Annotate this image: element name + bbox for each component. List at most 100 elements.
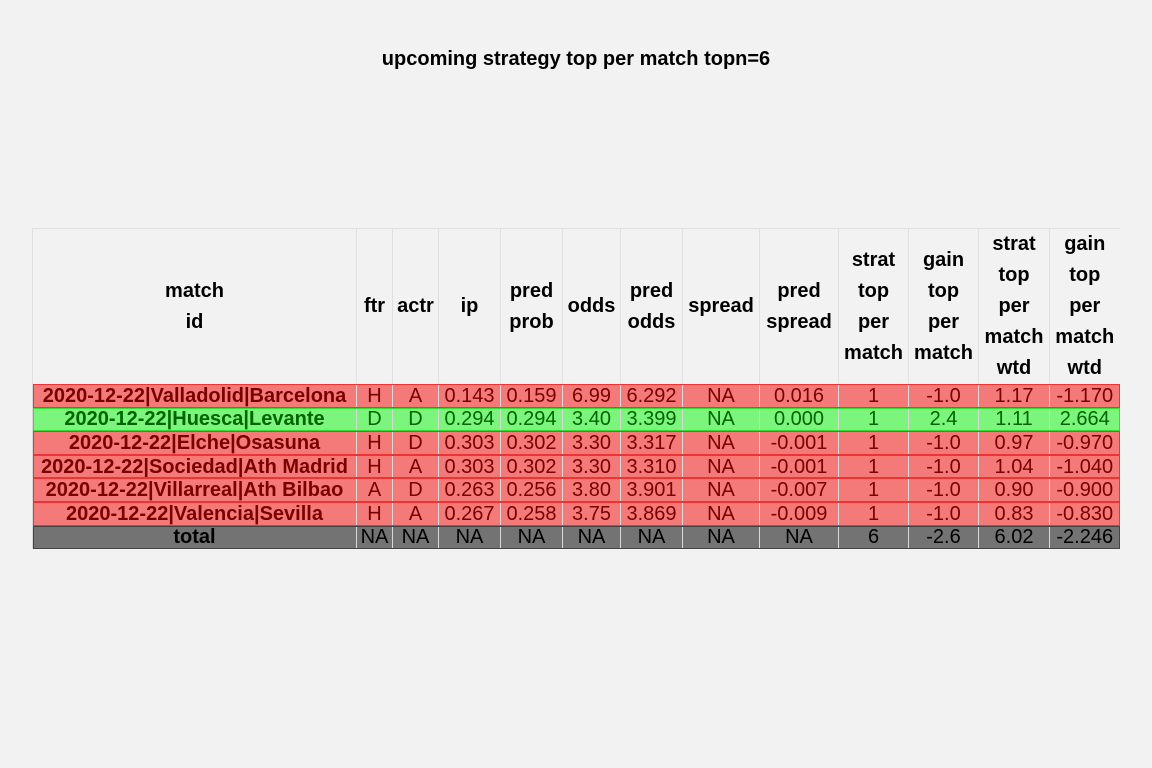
table-cell: 0.294: [500, 407, 563, 432]
table-row: 2020-12-22|Villarreal|Ath Bilbao A D 0.263 0…: [32, 478, 1120, 502]
table-cell: 3.30: [562, 431, 621, 455]
column-header-word: match: [844, 341, 903, 364]
table-cell: -1.0: [908, 454, 979, 479]
table-cell: -0.001: [759, 454, 839, 479]
table-cell: -2.6: [908, 525, 979, 550]
table-cell: -0.009: [759, 501, 839, 526]
table-cell: 0.302: [500, 454, 563, 479]
table-row: 2020-12-22|Elche|Osasuna H D 0.303 0.302 3.30…: [32, 431, 1120, 455]
table-cell: 3.30: [562, 454, 621, 479]
column-header-word: strat: [851, 248, 896, 271]
column-header: actr: [392, 228, 439, 384]
column-header-word: match: [1055, 326, 1115, 348]
column-header: ftr: [356, 228, 393, 384]
column-header: strat top per match: [838, 228, 909, 384]
table-cell: NA: [682, 501, 760, 526]
table-cell: D: [392, 478, 439, 502]
table-row: 2020-12-22|Valencia|Sevilla H A 0.267 0.258 3…: [32, 501, 1120, 526]
table-cell: A: [392, 501, 439, 526]
table-cell: 1: [838, 454, 909, 479]
column-header-word: id: [185, 310, 204, 333]
table-cell: 0.263: [438, 478, 501, 502]
table-cell: -0.970: [1049, 431, 1120, 455]
table-cell: -0.830: [1049, 501, 1120, 526]
table-cell: H: [356, 501, 393, 526]
table-cell: H: [356, 431, 393, 455]
match-id-cell: 2020-12-22|Valladolid|Barcelona: [32, 384, 357, 408]
table-cell: 0.294: [438, 407, 501, 432]
column-header: strat top per match wtd: [978, 228, 1050, 384]
column-header-word: prob: [509, 310, 554, 333]
header-row: match id ftr actr ip pred prob odds pred odds spre…: [32, 228, 1120, 384]
table-cell: -2.246: [1049, 525, 1120, 550]
table-cell: 3.75: [562, 501, 621, 526]
column-header-word: top: [998, 264, 1030, 286]
table-cell: 3.901: [620, 478, 683, 502]
column-header-word: pred: [629, 279, 674, 302]
table-cell: 0.159: [500, 384, 563, 408]
table-cell: 0.000: [759, 407, 839, 432]
table-cell: D: [392, 431, 439, 455]
table-row: 2020-12-22|Sociedad|Ath Madrid H A 0.303 0.3…: [32, 454, 1120, 479]
table-row: 2020-12-22|Valladolid|Barcelona H A 0.143 0.…: [32, 384, 1120, 408]
table-cell: NA: [759, 525, 839, 550]
table-cell: 0.97: [978, 431, 1050, 455]
table-cell: NA: [500, 525, 563, 550]
table-cell: -0.007: [759, 478, 839, 502]
column-header-word: actr: [397, 295, 434, 317]
table-cell: NA: [682, 478, 760, 502]
column-header: gain top per match: [908, 228, 979, 384]
table-cell: NA: [620, 525, 683, 550]
table-cell: 3.317: [620, 431, 683, 455]
table-cell: 0.303: [438, 454, 501, 479]
results-table: match id ftr actr ip pred prob odds pred odds spre…: [32, 228, 1120, 550]
column-header: gain top per match wtd: [1049, 228, 1120, 384]
table-cell: 1: [838, 384, 909, 408]
table-cell: -1.170: [1049, 384, 1120, 408]
table-cell: 2.4: [908, 407, 979, 432]
column-header-word: match: [984, 326, 1044, 348]
column-header-word: ftr: [363, 295, 386, 317]
table-cell: NA: [438, 525, 501, 550]
table-cell: 1.17: [978, 384, 1050, 408]
table-cell: 0.267: [438, 501, 501, 526]
table-cell: NA: [682, 431, 760, 455]
table-cell: -1.040: [1049, 454, 1120, 479]
table-cell: 1: [838, 478, 909, 502]
match-id-cell: 2020-12-22|Valencia|Sevilla: [32, 501, 357, 526]
table-cell: 0.258: [500, 501, 563, 526]
table-cell: 6: [838, 525, 909, 550]
column-header-word: per: [1069, 295, 1101, 317]
column-header-word: gain: [1064, 233, 1106, 255]
table-cell: NA: [682, 407, 760, 432]
column-header-word: odds: [627, 310, 676, 333]
column-header-word: top: [927, 279, 960, 302]
column-header-word: spread: [688, 295, 754, 317]
column-header-word: odds: [567, 295, 616, 317]
table-cell: H: [356, 454, 393, 479]
table-cell: A: [356, 478, 393, 502]
table-row: 2020-12-22|Huesca|Levante D D 0.294 0.294 3.4…: [32, 407, 1120, 432]
table-cell: 0.016: [759, 384, 839, 408]
column-header: match id: [32, 228, 357, 384]
column-header: spread: [682, 228, 760, 384]
table-cell: 6.292: [620, 384, 683, 408]
table-cell: -0.900: [1049, 478, 1120, 502]
table-cell: NA: [682, 525, 760, 550]
match-id-cell: 2020-12-22|Sociedad|Ath Madrid: [32, 454, 357, 479]
table-cell: NA: [356, 525, 393, 550]
column-header: pred odds: [620, 228, 683, 384]
table-cell: 0.256: [500, 478, 563, 502]
table-cell: 1.04: [978, 454, 1050, 479]
column-header-word: top: [1069, 264, 1101, 286]
table-cell: A: [392, 454, 439, 479]
column-header-word: wtd: [1067, 357, 1102, 379]
column-header-word: wtd: [996, 357, 1032, 379]
column-header-word: gain: [922, 248, 965, 271]
column-header-word: spread: [766, 310, 832, 333]
table-cell: -1.0: [908, 384, 979, 408]
table-cell: 2.664: [1049, 407, 1120, 432]
table-cell: 6.02: [978, 525, 1050, 550]
match-id-cell: total: [32, 525, 357, 550]
match-id-cell: 2020-12-22|Elche|Osasuna: [32, 431, 357, 455]
